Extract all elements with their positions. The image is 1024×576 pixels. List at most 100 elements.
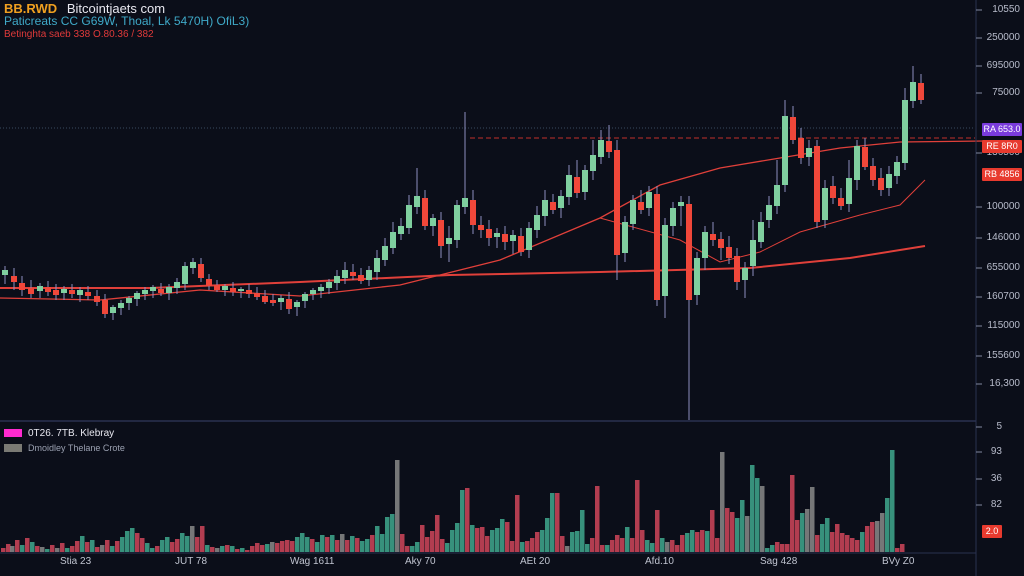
candle-body: [118, 303, 124, 308]
volume-bar: [740, 500, 745, 552]
candle-body: [622, 222, 628, 253]
price-axis-label: 155600: [986, 350, 1020, 361]
candle-body: [310, 290, 316, 294]
volume-bar: [865, 526, 870, 552]
candle-body: [334, 276, 340, 283]
candle-body: [630, 200, 636, 224]
time-axis-label: Sag 428: [760, 556, 798, 567]
volume-bar: [605, 545, 610, 552]
ohlc-info: Paticreats CC G69W, Thoal, Lk 5470H) Ofi…: [4, 14, 250, 28]
candle-body: [886, 174, 892, 188]
volume-bar: [685, 533, 690, 552]
candle-body: [69, 290, 75, 294]
candle-body: [28, 288, 34, 294]
symbol-label[interactable]: BB.RWD: [4, 1, 58, 16]
candle-body: [182, 266, 188, 284]
candle-body: [574, 177, 580, 193]
volume-bar: [310, 539, 315, 552]
volume-bar: [835, 524, 840, 552]
candle-body: [302, 294, 308, 301]
candle-body: [518, 236, 524, 252]
price-badge: RB 4856: [982, 168, 1022, 181]
candle-body: [326, 282, 332, 288]
volume-axis-label: 5: [996, 421, 1002, 432]
candle-body: [774, 185, 780, 206]
candle-body: [702, 232, 708, 258]
volume-bar: [295, 537, 300, 552]
volume-bar: [15, 540, 20, 552]
volume-bar: [490, 530, 495, 552]
candle-body: [742, 268, 748, 280]
volume-bar: [135, 533, 140, 552]
candle-body: [654, 194, 660, 300]
volume-bar: [330, 535, 335, 552]
candle-body: [486, 229, 492, 238]
volume-bar: [80, 536, 85, 552]
candle-body: [19, 283, 25, 290]
volume-bar: [775, 542, 780, 552]
candle-body: [358, 275, 364, 281]
volume-bar: [325, 537, 330, 552]
volume-bar: [290, 541, 295, 552]
volume-bar: [60, 543, 65, 552]
volume-bar: [600, 545, 605, 552]
volume-bar: [415, 542, 420, 552]
time-axis-label: JUT 78: [175, 556, 208, 567]
candle-body: [910, 82, 916, 101]
volume-bar: [165, 537, 170, 552]
volume-bar: [170, 542, 175, 552]
legend-swatch-gray: [4, 444, 22, 453]
volume-bar: [625, 527, 630, 552]
volume-bar: [880, 513, 885, 552]
volume-bar: [480, 527, 485, 552]
candle-body: [398, 226, 404, 234]
volume-axis-label: 93: [990, 446, 1002, 457]
volume-bar: [260, 545, 265, 552]
volume-bar: [855, 540, 860, 552]
price-axis-label: 10550: [992, 4, 1020, 15]
volume-bar: [420, 525, 425, 552]
volume-badge: 2.0: [982, 525, 1002, 538]
candle-body: [270, 300, 276, 303]
candle-body: [318, 287, 324, 291]
volume-bar: [705, 531, 710, 552]
candle-body: [766, 205, 772, 220]
price-axis-label: 160700: [986, 291, 1020, 302]
volume-bar: [850, 538, 855, 552]
candle-body: [894, 162, 900, 176]
candle-body: [374, 258, 380, 272]
volume-bar: [265, 544, 270, 552]
candle-body: [110, 307, 116, 313]
candle-body: [582, 170, 588, 192]
volume-bar: [155, 546, 160, 552]
volume-bar: [210, 547, 215, 552]
volume-bar: [720, 452, 725, 552]
volume-bar: [345, 540, 350, 552]
volume-bar: [85, 542, 90, 552]
volume-bars: [1, 450, 905, 552]
candle-body: [550, 202, 556, 210]
volume-bar: [620, 538, 625, 552]
volume-bar: [400, 534, 405, 552]
volume-bar: [510, 541, 515, 552]
volume-bar: [250, 546, 255, 552]
price-axis-label: 250000: [986, 32, 1020, 43]
volume-bar: [795, 520, 800, 552]
volume-bar: [580, 510, 585, 552]
price-axis-label: 146000: [986, 232, 1020, 243]
volume-bar: [440, 539, 445, 552]
volume-bar: [710, 510, 715, 552]
volume-bar: [380, 534, 385, 552]
volume-bar: [410, 546, 415, 552]
candle-body: [798, 138, 804, 158]
price-axis-label: 115000: [987, 320, 1020, 331]
volume-bar: [570, 532, 575, 552]
price-badge: RA 653.0: [982, 123, 1022, 136]
volume-bar: [145, 543, 150, 552]
volume-bar: [405, 546, 410, 552]
candle-body: [454, 205, 460, 240]
volume-bar: [735, 518, 740, 552]
volume-bar: [860, 532, 865, 552]
time-axis-label: Afd.10: [645, 556, 674, 567]
